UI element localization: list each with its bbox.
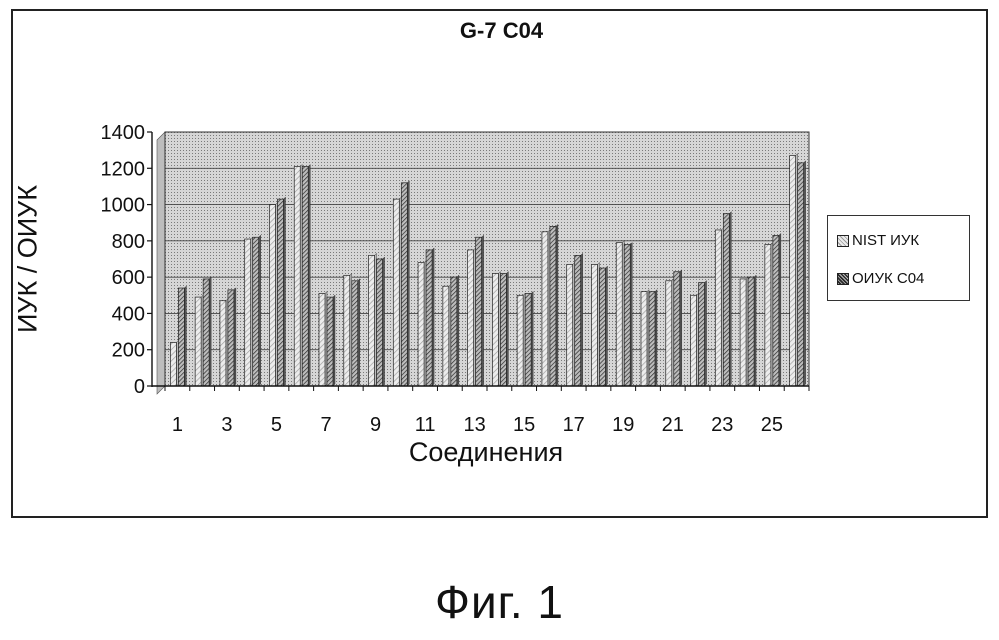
y-tick-label: 800 [112,231,145,253]
y-tick-label: 600 [112,267,145,289]
bar-nist [567,264,573,386]
bar-oiuk [377,259,383,386]
y-tick-label: 1000 [101,195,146,217]
bar-nist [790,156,796,386]
bar-oiuk [748,277,754,386]
bar-oiuk [699,283,705,386]
bar-nist [195,297,201,386]
bar-oiuk [798,163,804,386]
bar-oiuk [401,183,407,386]
bar-nist [641,292,647,386]
bar-nist [418,263,424,386]
bar-oiuk [723,214,729,386]
bar-nist [542,232,548,386]
bar-oiuk [277,199,283,386]
bar-nist [715,230,721,386]
bar-nist [294,166,300,386]
bar-nist [740,279,746,386]
plot-side-wall [157,132,165,394]
bar-oiuk [327,297,333,386]
x-tick-label: 17 [563,414,585,436]
bar-nist [765,244,771,386]
bar-oiuk [178,288,184,386]
bar-oiuk [426,250,432,386]
bar-oiuk [525,293,531,386]
bar-oiuk [649,292,655,386]
bar-oiuk [352,281,358,386]
legend-label-nist: NIST ИУК [852,232,919,249]
bar-oiuk [253,237,259,386]
bar-nist [393,199,399,386]
bar-nist [666,281,672,386]
x-tick-label: 15 [513,414,535,436]
bar-nist [220,301,226,386]
bar-oiuk [476,237,482,386]
bar-oiuk [302,166,308,386]
bar-oiuk [550,226,556,386]
bar-nist [591,264,597,386]
bar-nist [492,274,498,386]
bar-oiuk [624,244,630,386]
bar-nist [269,205,275,386]
plot-area [165,132,809,386]
x-tick-label: 19 [612,414,634,436]
bar-nist [369,255,375,386]
legend-item-oiuk: ОИУК C04 [837,270,924,287]
y-tick-label: 0 [134,376,145,398]
x-tick-label: 11 [415,414,436,436]
y-tick-label: 1200 [101,158,146,180]
bar-oiuk [674,272,680,386]
legend-swatch-nist [837,235,849,247]
x-tick-label: 3 [221,414,232,436]
bar-nist [691,295,697,386]
bar-nist [517,295,523,386]
x-tick-label: 23 [711,414,733,436]
x-tick-label: 9 [370,414,381,436]
x-tick-label: 7 [320,414,331,436]
figure-caption: Фиг. 1 [0,575,999,629]
legend: NIST ИУК ОИУК C04 [827,215,970,301]
bar-nist [170,342,176,386]
bar-oiuk [228,290,234,386]
y-tick-label: 1400 [101,122,146,144]
legend-swatch-oiuk [837,273,849,285]
x-tick-label: 13 [463,414,485,436]
legend-item-nist: NIST ИУК [837,232,919,249]
bar-oiuk [203,279,209,386]
chart-title: G-7 C04 [13,18,990,44]
x-tick-label: 1 [172,414,183,436]
bar-oiuk [451,277,457,386]
x-tick-label: 25 [761,414,783,436]
bar-oiuk [575,255,581,386]
bar-oiuk [500,274,506,386]
bar-nist [344,275,350,386]
x-axis-label: Соединения [409,437,563,468]
bar-nist [245,239,251,386]
y-tick-label: 400 [112,303,145,325]
x-tick-label: 21 [662,414,684,436]
bar-nist [319,293,325,386]
y-tick-label: 200 [112,340,145,362]
bar-nist [616,243,622,386]
y-axis-label: ИУК / ОИУК [13,185,44,333]
bar-nist [443,286,449,386]
legend-label-oiuk: ОИУК C04 [852,270,924,287]
x-tick-label: 5 [271,414,282,436]
bar-nist [468,250,474,386]
bar-oiuk [599,268,605,386]
bar-oiuk [773,235,779,386]
